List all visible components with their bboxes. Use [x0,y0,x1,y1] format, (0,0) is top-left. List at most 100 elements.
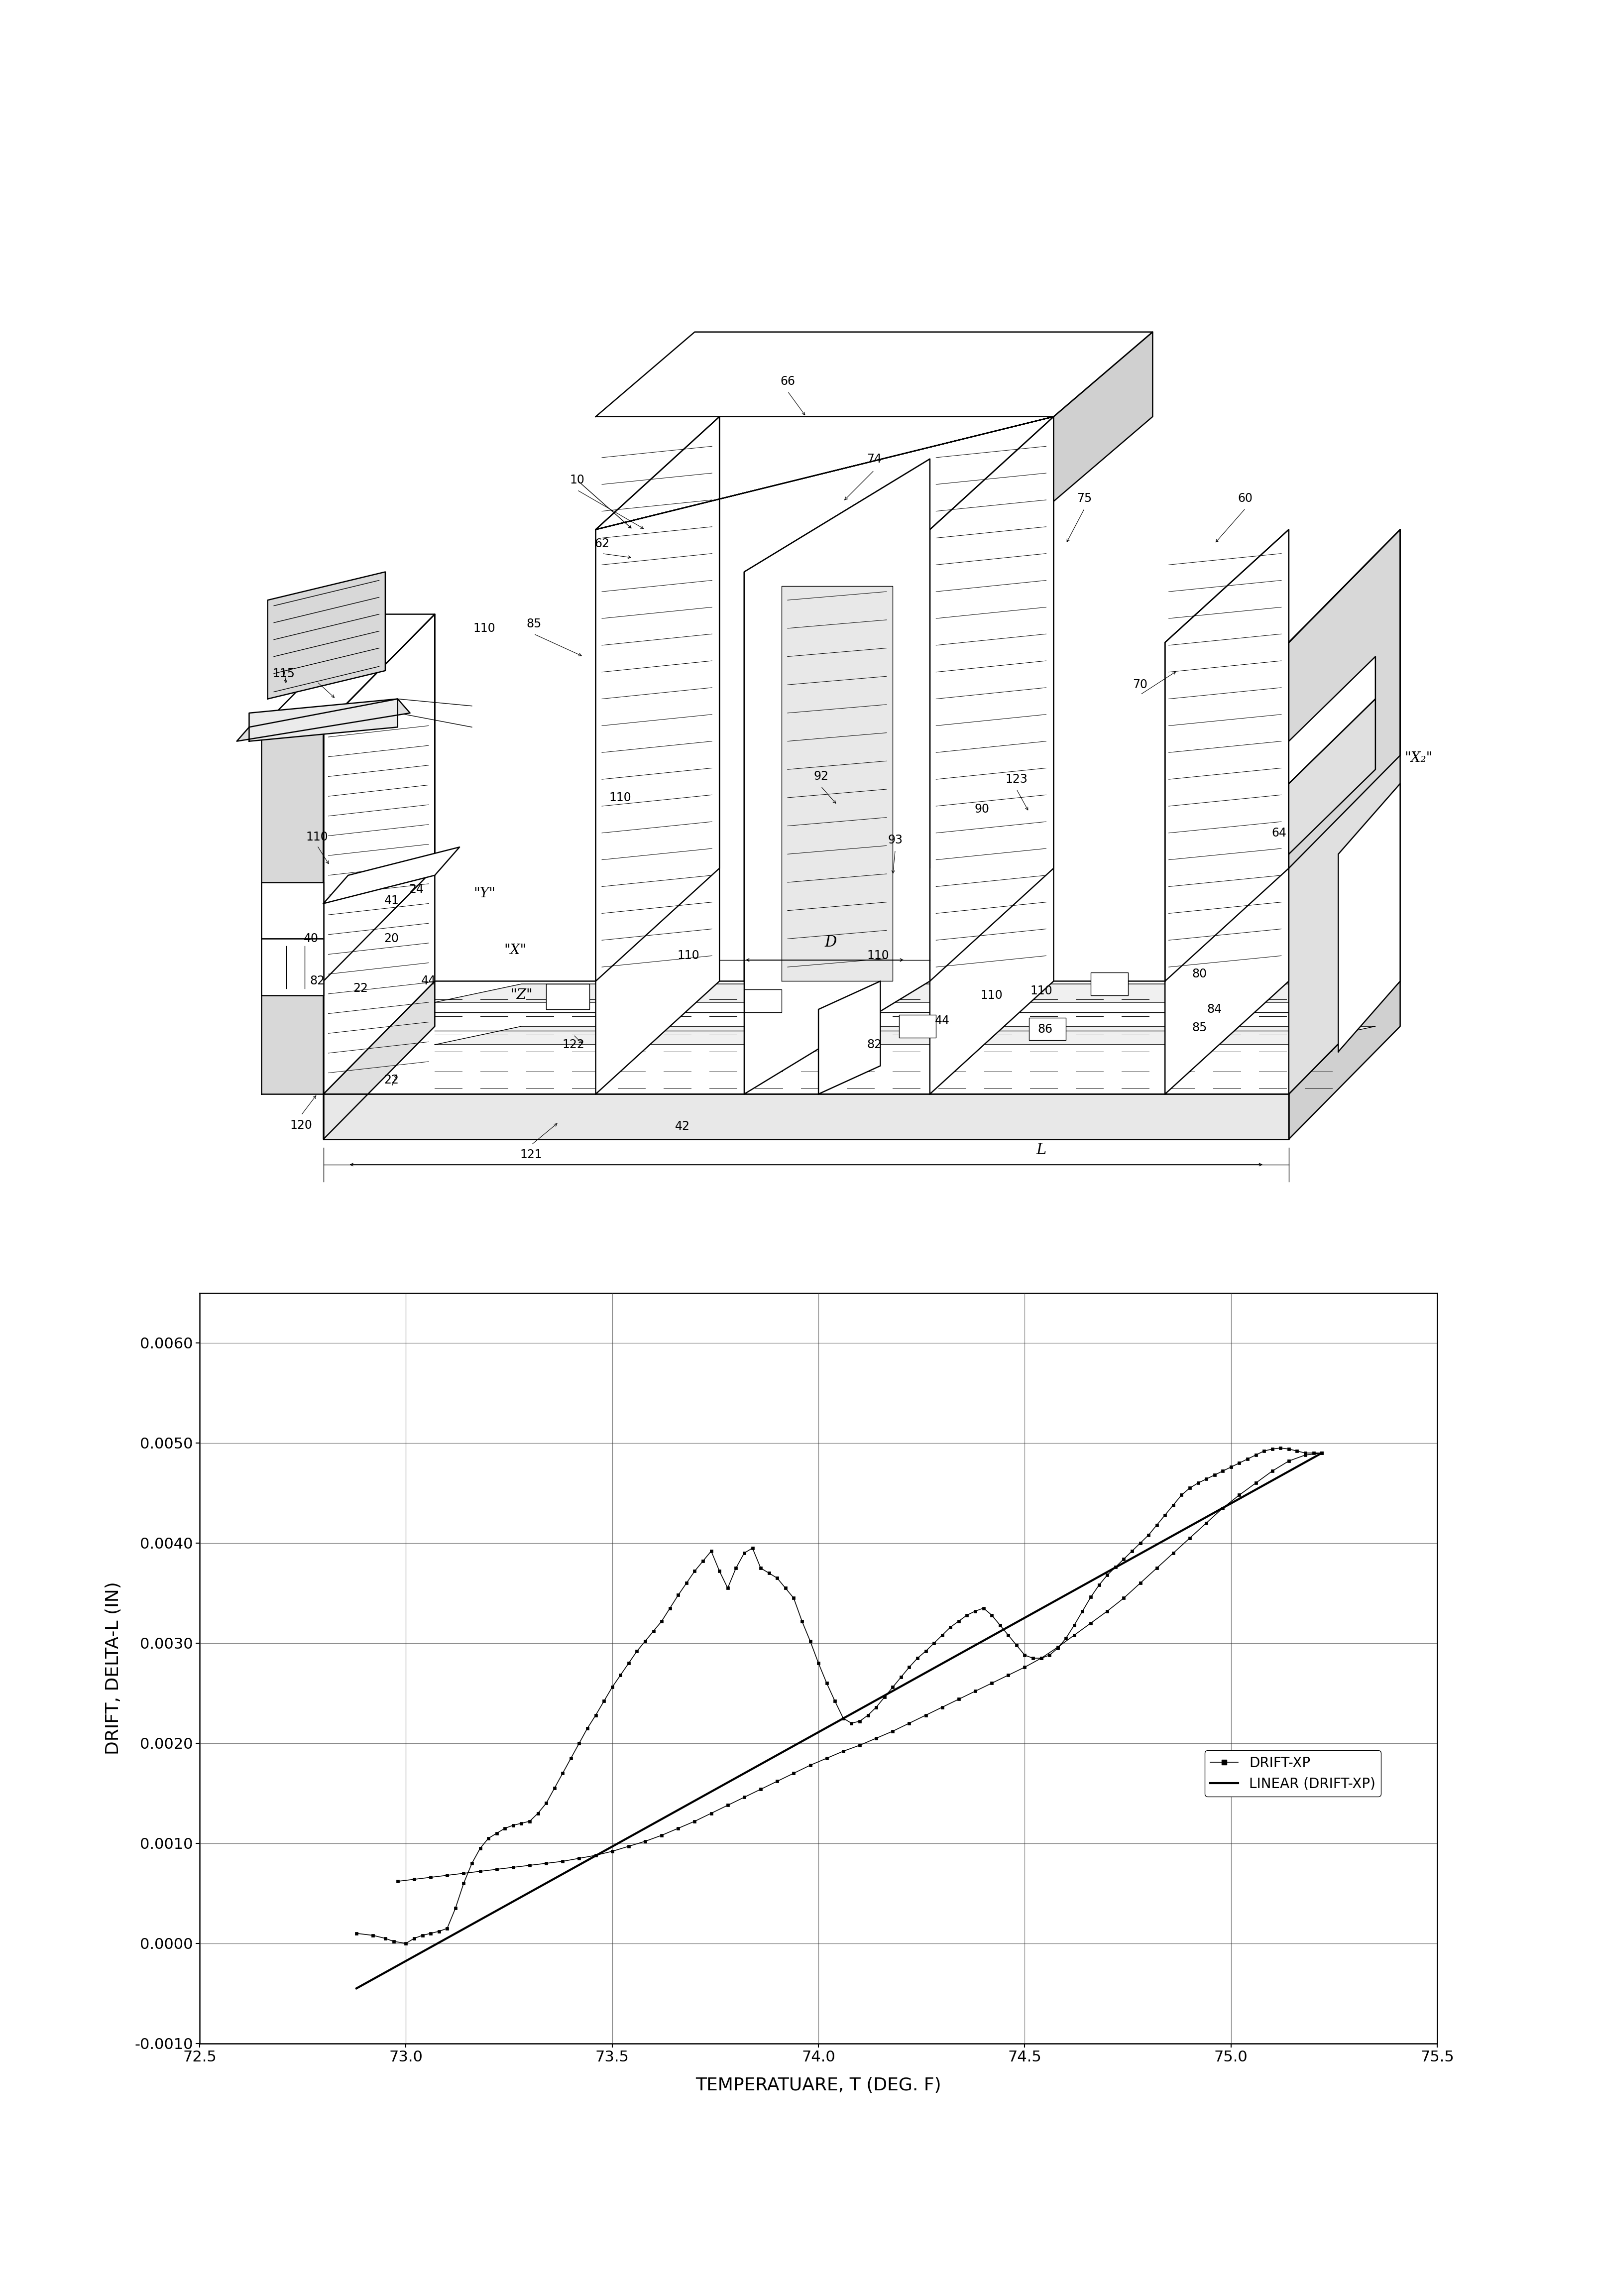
Text: 80: 80 [1193,969,1207,980]
Text: 82: 82 [310,976,324,987]
Polygon shape [236,698,410,742]
Text: 22: 22 [383,1075,399,1086]
Text: 85: 85 [1191,1022,1207,1033]
Text: 110: 110 [473,622,495,634]
Polygon shape [596,416,1054,530]
Polygon shape [1054,333,1153,501]
Text: 22: 22 [353,983,367,994]
Text: 110: 110 [1030,985,1052,996]
Polygon shape [268,572,385,698]
Polygon shape [1289,698,1375,854]
Text: 24: 24 [409,884,423,895]
Text: 110: 110 [867,951,890,962]
Text: "X₂": "X₂" [1405,751,1433,765]
Text: 66: 66 [779,374,795,388]
Polygon shape [323,615,434,1095]
Line: DRIFT-XP: DRIFT-XP [355,1446,1324,1945]
Polygon shape [323,847,460,905]
Text: "Y": "Y" [473,886,495,900]
Polygon shape [323,980,1401,1095]
DRIFT-XP [347,1919,366,1947]
Text: 93: 93 [888,833,902,845]
DRIFT-XP [1271,1435,1290,1463]
Bar [744,990,781,1013]
Polygon shape [1289,530,1401,1095]
Bar [899,1015,936,1038]
Text: 86: 86 [1038,1024,1052,1035]
DRIFT-XP [396,1929,415,1956]
Polygon shape [929,416,1054,980]
DRIFT-XP [891,1662,910,1690]
Polygon shape [1289,657,1375,783]
X-axis label: TEMPERATUARE, T (DEG. F): TEMPERATUARE, T (DEG. F) [696,2078,941,2094]
Text: 115: 115 [273,668,295,680]
Text: 120: 120 [291,1118,313,1132]
Text: 40: 40 [303,932,318,944]
Text: 75: 75 [1076,494,1092,505]
Text: 122: 122 [562,1038,585,1052]
Polygon shape [262,728,323,1095]
Polygon shape [596,333,1153,416]
Polygon shape [1166,530,1289,980]
Text: 110: 110 [981,990,1003,1001]
Text: 60: 60 [1238,494,1254,505]
Polygon shape [323,980,434,1139]
Text: 84: 84 [1207,1003,1222,1015]
Polygon shape [744,459,929,980]
Polygon shape [323,615,434,980]
Text: 10: 10 [570,475,585,487]
Text: 85: 85 [527,618,541,629]
Polygon shape [1166,530,1289,1095]
Polygon shape [744,459,929,1095]
Text: 90: 90 [974,804,989,815]
DRIFT-XP [1131,1570,1150,1598]
LINEAR (DRIFT-XP) [1313,1440,1332,1467]
DRIFT-XP [669,1814,688,1841]
DRIFT-XP [388,1867,407,1894]
DRIFT-XP [1056,1623,1075,1651]
Polygon shape [1289,530,1401,868]
Polygon shape [819,980,880,1095]
Text: 44: 44 [422,976,436,987]
Text: 110: 110 [610,792,631,804]
Text: L: L [1036,1141,1046,1157]
DRIFT-XP [1032,1644,1051,1671]
Text: 44: 44 [934,1015,950,1026]
Line: LINEAR (DRIFT-XP): LINEAR (DRIFT-XP) [356,1453,1322,1988]
Polygon shape [1338,783,1401,1052]
Polygon shape [596,416,720,980]
Text: 64: 64 [1271,827,1286,838]
Text: 92: 92 [813,771,829,783]
Text: 110: 110 [307,831,329,843]
Text: 121: 121 [521,1148,543,1162]
Bar [546,985,589,1010]
Text: 41: 41 [383,895,399,907]
LINEAR (DRIFT-XP) [347,1975,366,2002]
Bar [1028,1017,1067,1040]
Text: 123: 123 [1006,774,1027,785]
Text: 62: 62 [594,537,610,549]
Polygon shape [262,939,323,994]
Polygon shape [1289,530,1401,643]
Text: 110: 110 [677,951,699,962]
Polygon shape [1289,980,1401,1139]
Polygon shape [262,882,323,939]
Text: 42: 42 [676,1120,690,1132]
Polygon shape [929,416,1054,1095]
Polygon shape [262,615,434,728]
Polygon shape [434,985,1375,1003]
Polygon shape [596,416,720,1095]
Text: D: D [824,934,837,951]
Polygon shape [323,1095,1289,1139]
Polygon shape [781,585,893,980]
Text: 74: 74 [867,452,882,466]
Polygon shape [434,1026,1375,1045]
Bar [1091,974,1127,994]
Legend: DRIFT-XP, LINEAR (DRIFT-XP): DRIFT-XP, LINEAR (DRIFT-XP) [1204,1750,1381,1795]
DRIFT-XP [1147,1511,1166,1538]
Text: 82: 82 [867,1038,882,1052]
Text: 20: 20 [383,932,399,944]
Text: "Z": "Z" [511,990,532,1001]
Y-axis label: DRIFT, DELTA-L (IN): DRIFT, DELTA-L (IN) [105,1582,121,1754]
Text: "X": "X" [505,944,527,957]
